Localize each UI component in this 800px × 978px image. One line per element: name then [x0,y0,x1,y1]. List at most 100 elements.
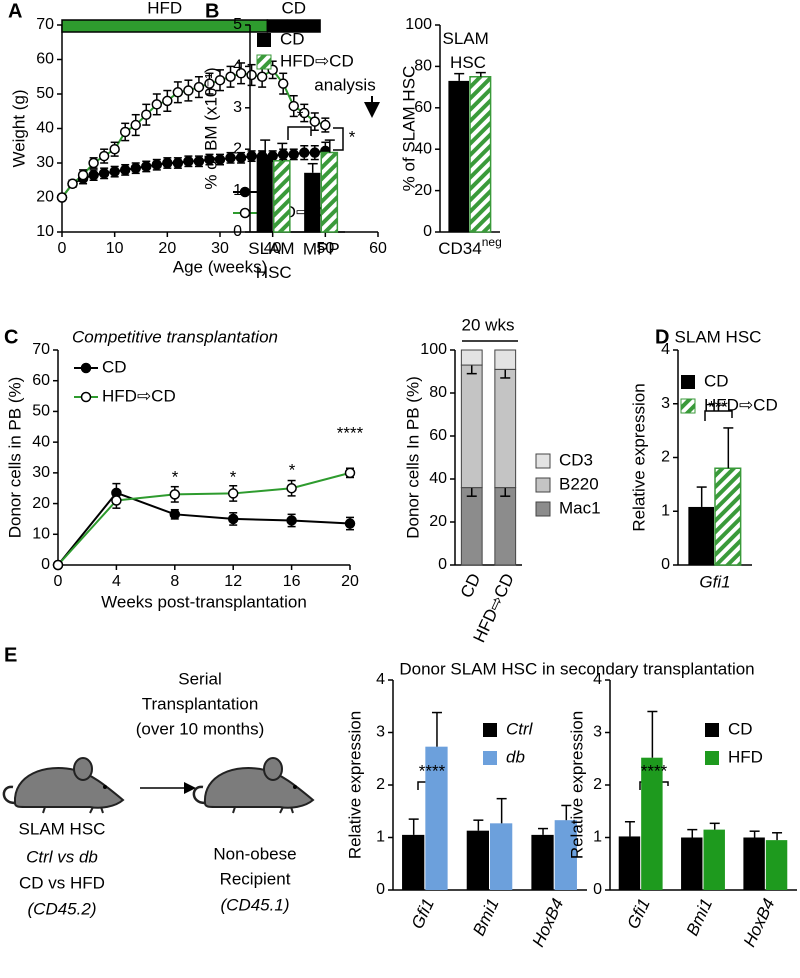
chart-title: 20 wks [462,315,515,334]
point [141,161,152,172]
y-tick-label: 0 [376,881,385,898]
panel-label: C [4,326,18,348]
y-tick-label: 2 [593,776,602,793]
panel-label: D [655,326,669,348]
y-tick-label: 4 [233,58,242,75]
legend-swatch [256,54,272,70]
point [246,150,257,162]
y-tick-label: 2 [376,776,385,793]
bracket [287,126,312,140]
mouse [2,757,125,814]
point [52,559,64,571]
x-tick-label: SLAM HSC [248,239,299,282]
bar [743,837,765,890]
y-tick-label: 50 [32,403,50,420]
point [214,74,226,86]
y-tick-label: 1 [661,502,670,519]
point [119,164,131,176]
legend-label: HFD⇨CD [102,386,176,405]
point [214,154,226,165]
legend-swatch [681,375,695,389]
y-tick-label: 1 [593,829,602,846]
y-tick-label: 100 [420,341,447,358]
x-tick-label: Gfi1 [623,896,653,932]
x-tick-label: 12 [224,573,242,590]
bracket [704,410,733,421]
diagram-text: Non-obese [213,844,296,863]
y-tick-label: 2 [661,449,670,466]
y-tick-label: 60 [32,372,50,389]
x-tick-label: CD [457,571,485,601]
y-tick-label: 4 [593,671,602,688]
x-tick-label: 8 [170,573,179,590]
legend-swatch [705,751,719,765]
legend-label: Mac1 [559,498,601,517]
y-axis-label: Weight (g) [9,89,28,167]
y-axis-label: % of BM (x10⁻¹) [201,67,220,189]
y-tick-label: 1 [376,829,385,846]
bar-segment [494,368,517,489]
chart-title: SLAM HSC [675,327,762,346]
point [111,495,122,506]
legend-swatch [705,723,719,737]
bar [490,823,513,890]
point [288,100,299,112]
y-tick-label: 60 [414,99,432,116]
phase-label: HFD [147,0,182,17]
legend-label: db [506,747,525,766]
legend-label: HFD⇨CD [704,395,778,414]
bar [681,837,703,890]
series-line [57,491,351,566]
phase-label: CD [281,0,306,17]
bar [469,76,492,233]
point [277,149,289,160]
y-tick-label: 3 [661,395,670,412]
y-tick-label: 0 [661,556,670,573]
point [286,515,297,526]
point [172,157,184,169]
annotation: * [172,467,179,486]
point [119,126,131,138]
point [130,119,141,131]
phase-bar [266,19,321,33]
point [169,489,181,500]
y-tick-label: 5 [233,16,242,33]
point [109,143,120,155]
x-tick-label: 16 [283,573,301,590]
point [225,152,236,164]
chart-title: SLAM HSC [442,29,493,72]
x-tick-label: Gfi1 [699,572,730,591]
y-tick-label: 3 [376,724,385,741]
y-tick-label: 0 [593,881,602,898]
diagram-text: Transplantation [142,694,259,713]
annotation: analysis [314,75,375,94]
annotation: **** [641,761,668,780]
point [98,168,110,179]
point [169,509,181,520]
y-tick-label: 10 [32,526,50,543]
y-tick-label: 80 [414,58,432,75]
point [277,78,289,89]
bar [425,746,448,890]
y-axis-label: Relative expression [345,711,364,859]
legend-swatch [483,751,497,765]
panel-label: E [4,644,17,666]
legend-label: HFD [728,747,763,766]
point [183,85,194,96]
legend-label: CD [704,371,729,390]
x-tick-label: 50 [316,240,334,257]
x-tick-label: 4 [112,573,121,590]
x-tick-label: CD34neg [438,235,502,258]
diagram-text: (over 10 months) [136,719,265,738]
point [227,488,239,499]
legend-label: HFD⇨CD [280,51,354,70]
diagram-text: Ctrl vs db [26,847,98,866]
legend-label: CD [728,719,753,738]
annotation: * [297,106,304,125]
y-tick-label: 40 [32,433,50,450]
y-axis-label: % of SLAM HSC [399,66,418,192]
point [151,159,163,170]
x-tick-label: 30 [211,240,229,257]
legend-swatch [535,477,551,493]
bar [554,820,577,890]
